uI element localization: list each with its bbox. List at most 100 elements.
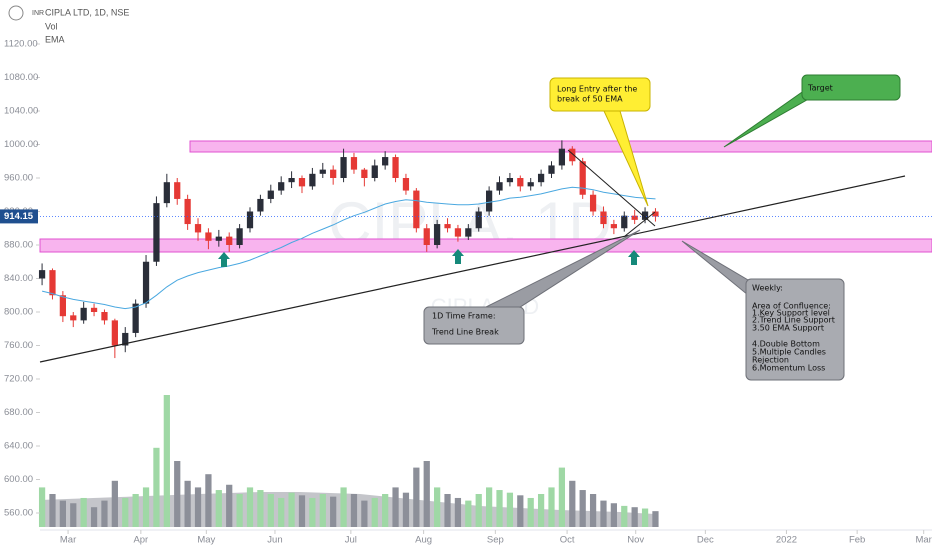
volume-bar: [631, 507, 638, 527]
y-tick-label: 760.00: [4, 340, 33, 351]
callout-box: [801, 74, 901, 101]
candle-body: [90, 307, 98, 312]
last-price-label: 914.15: [4, 211, 34, 222]
y-tick-label: 680.00: [4, 407, 33, 418]
y-tick-label: 720.00: [4, 374, 33, 385]
candle-body: [111, 320, 118, 346]
callout-text: 1D Time Frame:: [432, 312, 496, 321]
candle-body: [475, 211, 482, 229]
volume-bar: [506, 492, 514, 527]
candle-body: [174, 182, 181, 199]
volume-bar: [132, 494, 139, 527]
y-tick-label: 840.00: [4, 273, 33, 284]
callout-text: Long Entry after the: [557, 85, 637, 94]
candle-body: [444, 224, 451, 229]
volume-bar: [496, 490, 503, 527]
volume-bar: [80, 497, 87, 527]
x-tick-label: Dec: [697, 535, 714, 546]
volume-bar: [288, 492, 295, 527]
callout-box: [423, 306, 525, 345]
volume-bar: [537, 494, 545, 527]
support-zone: [39, 238, 932, 253]
volume-bar: [236, 494, 243, 527]
candle-body: [278, 182, 285, 191]
candle-body: [288, 178, 295, 183]
volume-bar: [382, 494, 389, 527]
candle-body: [59, 295, 66, 317]
volume-bar: [465, 500, 472, 527]
candle-body: [309, 173, 316, 187]
candle-body: [558, 148, 566, 166]
volume-bar: [49, 494, 56, 527]
candle-body: [205, 232, 212, 241]
ema-line: [41, 186, 656, 310]
candle-body: [340, 157, 347, 178]
y-tick-label: 960.00: [4, 173, 33, 184]
candle-body: [579, 161, 586, 195]
x-tick-label: Aug: [415, 535, 432, 546]
x-tick-label: May: [197, 535, 215, 546]
currency: INR: [32, 10, 44, 17]
volume-bar: [350, 494, 358, 527]
candle-body: [122, 332, 129, 346]
volume-bar: [392, 487, 399, 527]
y-tick-label: 1000.00: [4, 139, 38, 150]
y-tick-label: 800.00: [4, 307, 33, 318]
candle-layer: 914.15: [0, 140, 932, 359]
volume-bar: [319, 494, 326, 527]
candle-body: [537, 173, 545, 183]
arrow-up: [628, 250, 640, 265]
candle-body: [80, 307, 87, 321]
candle-body: [652, 211, 659, 217]
candle-body: [610, 224, 617, 229]
candle-body: [49, 270, 56, 296]
y-tick-label: 560.00: [4, 508, 33, 519]
x-tick-label: Mar: [60, 535, 76, 546]
volume-bar: [309, 497, 316, 527]
volume-bar: [257, 490, 264, 527]
candle-body: [382, 157, 389, 166]
x-tick-label: Jul: [345, 535, 357, 546]
volume-bar: [361, 500, 368, 527]
y-tick-label: 1120.00: [4, 39, 38, 50]
axis-layer: 560.00 600.00 640.00 680.00 720.00 760.00 800.…: [4, 39, 932, 546]
candle-body: [267, 190, 274, 199]
volume-bar: [402, 492, 410, 527]
volume-bar: [59, 500, 66, 527]
x-tick-label: Sep: [487, 535, 504, 546]
volume-bar: [517, 495, 524, 527]
volume-bar: [413, 467, 420, 527]
candle-body: [496, 182, 503, 191]
volume-bar: [184, 480, 191, 527]
y-tick-label: 880.00: [4, 240, 33, 251]
note-line: 2.Trend Line Support: [752, 316, 835, 325]
volume-bar: [600, 500, 607, 527]
weekly-notes: Weekly: Area of Confluence:1.Key Support …: [752, 284, 835, 373]
candle-body: [70, 315, 77, 321]
volume-bar: [527, 497, 534, 527]
volume-bar: [38, 487, 46, 527]
candle-body: [527, 182, 534, 187]
candle-body: [132, 303, 139, 333]
candle-body: [600, 211, 607, 225]
candle-body: [142, 261, 150, 304]
indicator: EMA: [45, 34, 65, 44]
candle-body: [621, 215, 628, 229]
candle-body: [246, 211, 254, 229]
volume-bar: [122, 497, 129, 527]
candle-body: [101, 312, 108, 321]
volume-bar: [621, 505, 628, 527]
callout-box: [549, 77, 651, 112]
x-tick-label: Apr: [133, 535, 148, 546]
volume-bar: [174, 461, 181, 527]
volume-bar: [610, 503, 617, 527]
candle-body: [506, 178, 514, 183]
volume-bar: [371, 497, 378, 527]
volume-bar: [589, 494, 597, 527]
volume-bar: [111, 480, 118, 527]
note-line: 5.Multiple Candles: [752, 348, 826, 357]
volume-bar: [278, 497, 285, 527]
volume-bar: [558, 467, 566, 527]
volume-bar: [215, 490, 222, 527]
